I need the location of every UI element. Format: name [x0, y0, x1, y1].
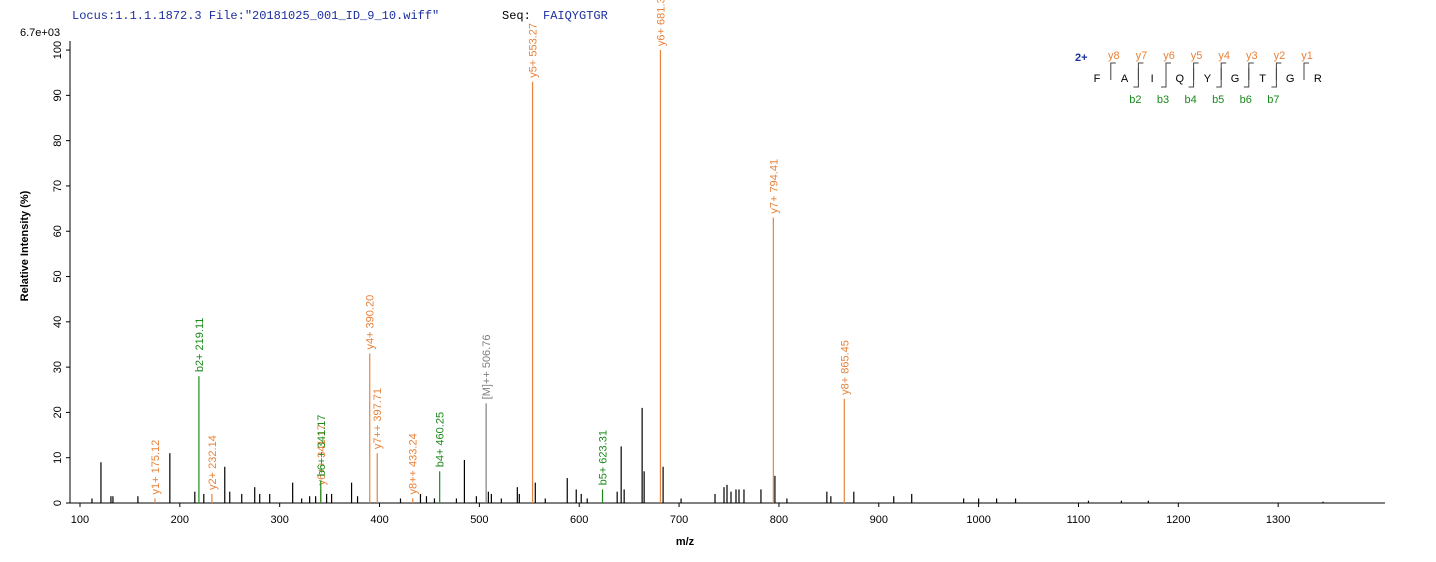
- y-ion: y1: [1301, 50, 1313, 62]
- peak-label: y2+ 232.14: [207, 435, 219, 490]
- x-tick-label: 600: [570, 514, 588, 526]
- b-bracket: [1243, 68, 1250, 88]
- peak-label: b6++ 341.17: [316, 415, 328, 477]
- y-ion: y4: [1218, 50, 1230, 62]
- y-bracket: [1248, 62, 1254, 80]
- residue: I: [1151, 73, 1154, 85]
- y-bracket: [1303, 62, 1309, 80]
- residue: G: [1231, 73, 1240, 85]
- locus-file: Locus:1.1.1.1872.3 File:"20181025_001_ID…: [72, 9, 439, 23]
- peak-label: y6+ 681.33: [655, 0, 667, 46]
- residue: G: [1286, 73, 1295, 85]
- y-tick-label: 50: [52, 270, 64, 282]
- x-tick-label: 300: [271, 514, 289, 526]
- peak-label: y8+ 865.45: [839, 340, 851, 395]
- peak-label: b4+ 460.25: [435, 412, 447, 467]
- residue: A: [1121, 73, 1129, 85]
- y-tick-label: 30: [52, 361, 64, 373]
- peak-label: y7++ 397.71: [372, 388, 384, 449]
- residue: F: [1094, 73, 1101, 85]
- y-bracket: [1193, 62, 1199, 80]
- y-tick-label: 40: [52, 316, 64, 328]
- peak-label: y5+ 553.27: [528, 23, 540, 78]
- b-ion: b7: [1267, 94, 1279, 106]
- x-tick-label: 1000: [966, 514, 990, 526]
- b-bracket: [1133, 68, 1139, 88]
- b-bracket: [1271, 68, 1277, 88]
- x-tick-label: 500: [470, 514, 488, 526]
- x-tick-label: 700: [670, 514, 688, 526]
- peak-label: b2+ 219.11: [194, 318, 206, 373]
- seq: FAIQYGTGR: [543, 9, 608, 23]
- b-ion: b3: [1157, 94, 1169, 106]
- y-axis-label: Relative Intensity (%): [19, 190, 31, 301]
- y-ion: y6: [1163, 50, 1175, 62]
- b-ion: b4: [1184, 94, 1196, 106]
- intensity-max: 6.7e+03: [20, 27, 60, 39]
- x-axis-label: m/z: [676, 536, 695, 548]
- peak-label: y1+ 175.12: [150, 440, 162, 495]
- x-tick-label: 400: [370, 514, 388, 526]
- residue: R: [1314, 73, 1322, 85]
- y-ion: y7: [1136, 50, 1148, 62]
- y-bracket: [1110, 62, 1116, 80]
- y-bracket: [1137, 62, 1144, 80]
- y-tick-label: 70: [52, 180, 64, 192]
- residue: Y: [1204, 73, 1212, 85]
- y-tick-label: 80: [52, 135, 64, 147]
- b-bracket: [1216, 68, 1222, 88]
- y-ion: y2: [1274, 50, 1286, 62]
- charge: 2+: [1075, 52, 1088, 64]
- x-tick-label: 1100: [1067, 514, 1091, 526]
- y-ion: y8: [1108, 50, 1120, 62]
- b-ion: b6: [1240, 94, 1252, 106]
- peak-label: y4+ 390.20: [365, 295, 377, 350]
- peak-label: y6++ 341.17: [316, 424, 328, 485]
- b-bracket: [1161, 68, 1167, 88]
- seq-label: Seq:: [502, 9, 531, 23]
- y-tick-label: 60: [52, 225, 64, 237]
- y-tick-label: 100: [52, 41, 64, 59]
- x-tick-label: 1300: [1266, 514, 1290, 526]
- y-bracket: [1165, 62, 1171, 80]
- peak-label: [M]++ 506.76: [481, 335, 493, 400]
- x-tick-label: 100: [71, 514, 89, 526]
- residue: T: [1259, 73, 1266, 85]
- x-tick-label: 200: [171, 514, 189, 526]
- residue: Q: [1176, 73, 1185, 85]
- y-tick-label: 20: [52, 406, 64, 418]
- x-tick-label: 800: [770, 514, 788, 526]
- b-bracket: [1188, 68, 1195, 88]
- y-bracket: [1275, 62, 1282, 80]
- y-tick-label: 90: [52, 89, 64, 101]
- y-bracket: [1220, 62, 1227, 80]
- b-ion: b2: [1129, 94, 1141, 106]
- x-tick-label: 900: [870, 514, 888, 526]
- y-ion: y3: [1246, 50, 1258, 62]
- y-tick-label: 10: [52, 452, 64, 464]
- peak-label: y7+ 794.41: [768, 159, 780, 214]
- y-ion: y5: [1191, 50, 1203, 62]
- b-ion: b5: [1212, 94, 1224, 106]
- peak-label: b5+ 623.31: [598, 430, 610, 485]
- y-tick-label: 0: [52, 500, 64, 506]
- x-tick-label: 1200: [1166, 514, 1190, 526]
- peak-label: y8++ 433.24: [408, 433, 420, 494]
